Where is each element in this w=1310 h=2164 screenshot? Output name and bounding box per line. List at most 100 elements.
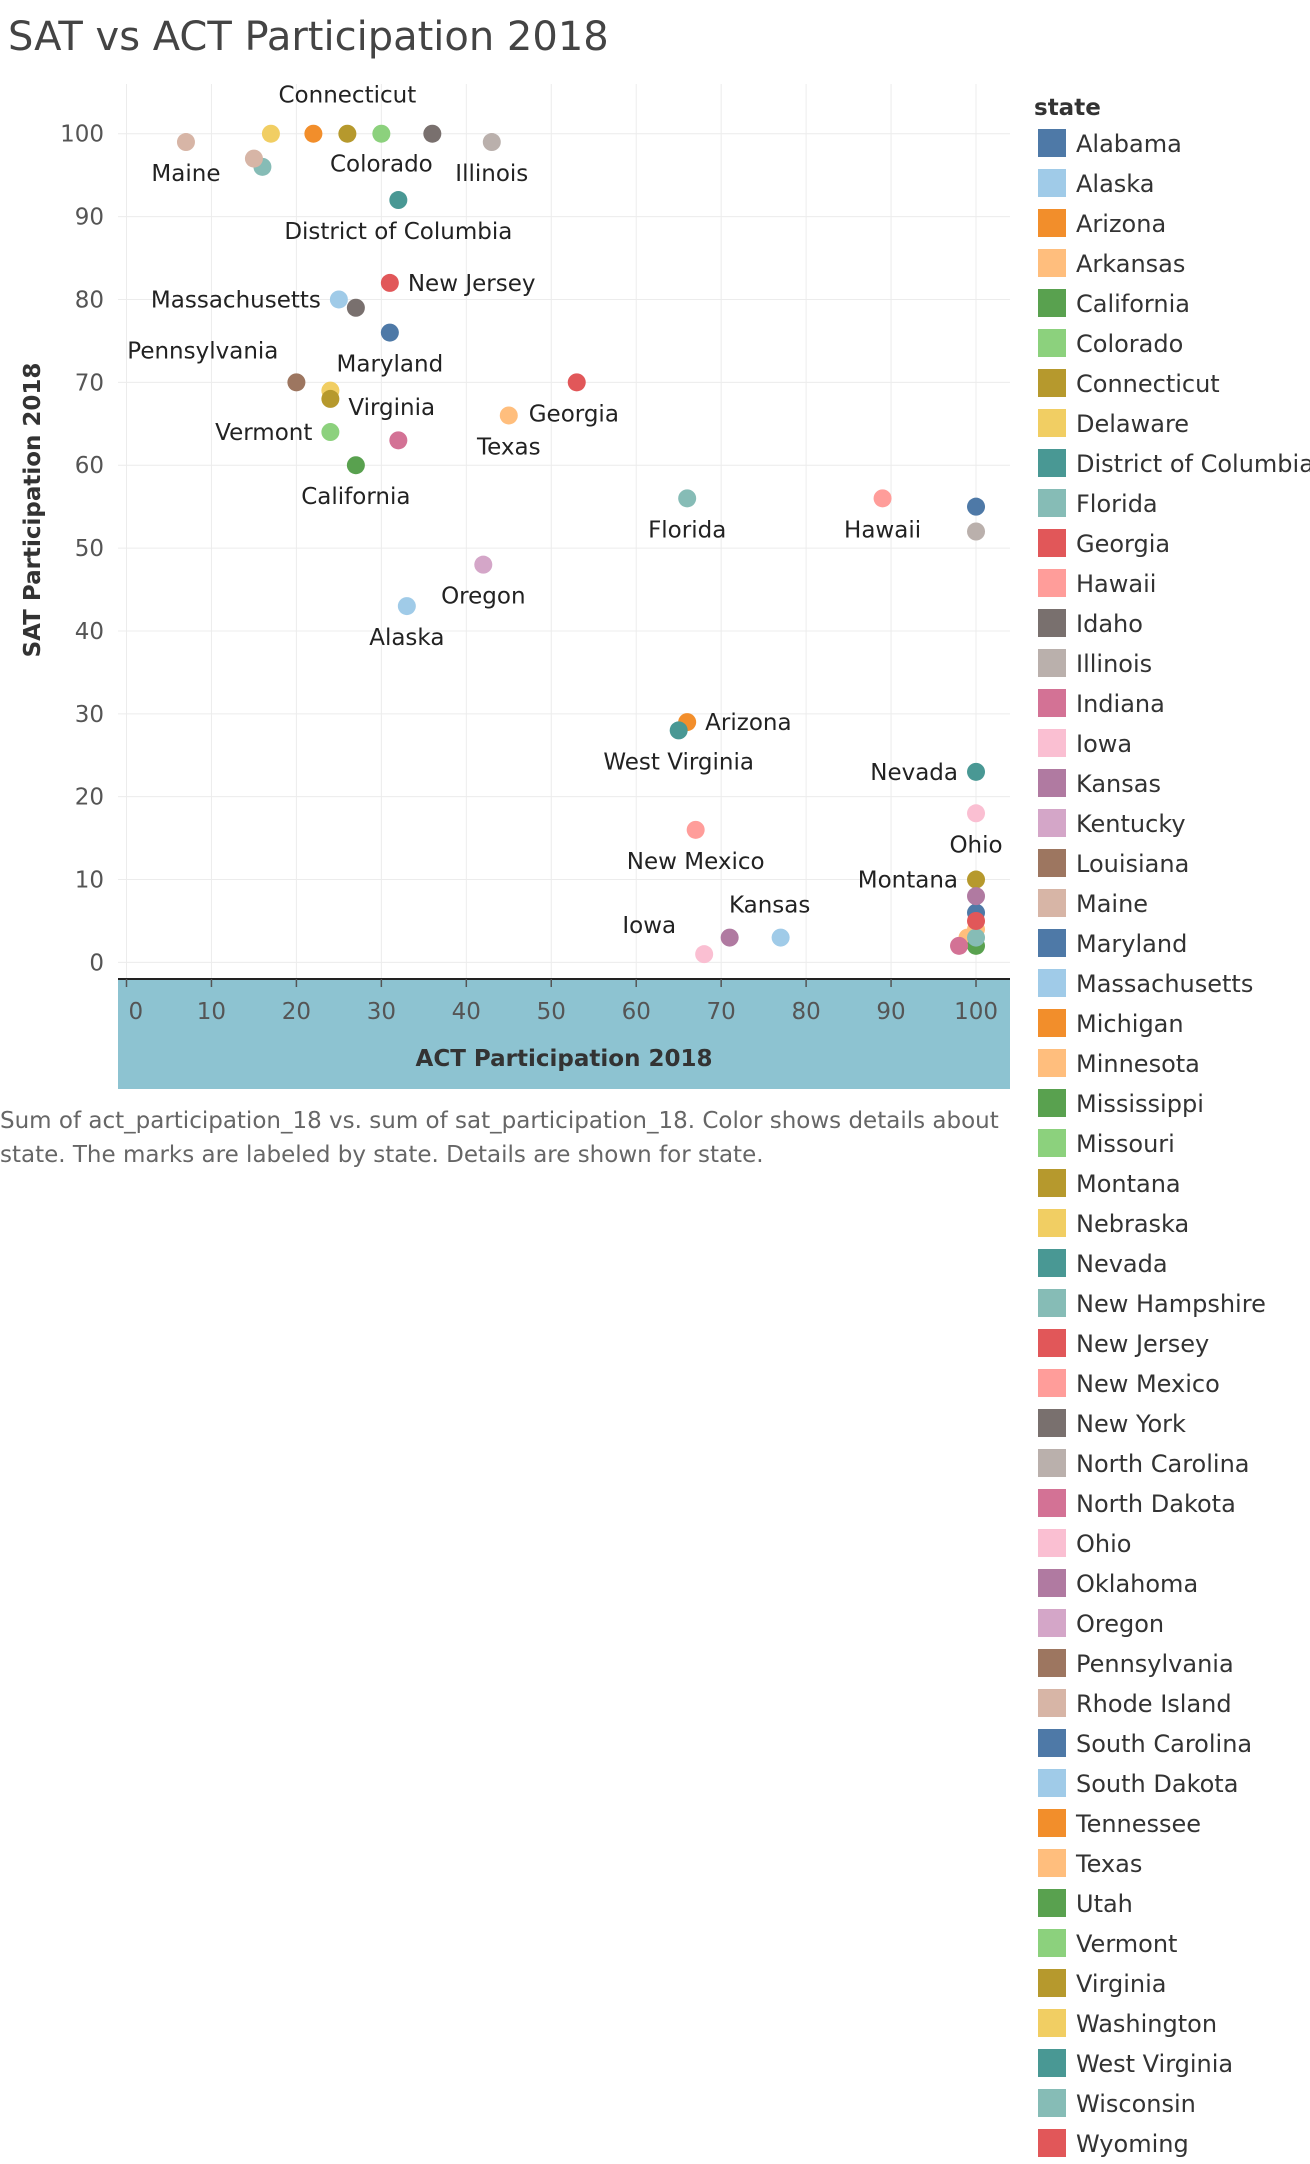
legend-item-new-jersey[interactable]: New Jersey: [1034, 1324, 1310, 1364]
legend-item-tennessee[interactable]: Tennessee: [1034, 1804, 1310, 1844]
point-ohio[interactable]: [967, 804, 986, 823]
legend-item-district-of-columbia[interactable]: District of Columbia: [1034, 444, 1310, 484]
point-colorado[interactable]: [372, 124, 391, 143]
point-label-oregon: Oregon: [441, 584, 525, 610]
point-district-of-columbia[interactable]: [389, 191, 408, 210]
point-south-carolina[interactable]: [967, 497, 986, 516]
point-pennsylvania[interactable]: [244, 149, 263, 168]
point-new-jersey[interactable]: [380, 273, 399, 292]
legend-item-minnesota[interactable]: Minnesota: [1034, 1044, 1310, 1084]
legend-swatch: [1038, 1409, 1066, 1437]
point-florida[interactable]: [678, 489, 697, 508]
legend-item-connecticut[interactable]: Connecticut: [1034, 364, 1310, 404]
legend-item-maryland[interactable]: Maryland: [1034, 924, 1310, 964]
legend-item-washington[interactable]: Washington: [1034, 2004, 1310, 2044]
point-kentucky[interactable]: [474, 555, 493, 574]
point-idaho[interactable]: [423, 124, 442, 143]
legend-item-iowa[interactable]: Iowa: [1034, 724, 1310, 764]
point-missouri[interactable]: [321, 423, 340, 442]
point-minnesota[interactable]: [499, 406, 518, 425]
legend-label: Kansas: [1076, 770, 1161, 798]
legend-item-south-dakota[interactable]: South Dakota: [1034, 1764, 1310, 1804]
legend-item-new-york[interactable]: New York: [1034, 1404, 1310, 1444]
point-indiana[interactable]: [389, 431, 408, 450]
legend-item-florida[interactable]: Florida: [1034, 484, 1310, 524]
legend-item-montana[interactable]: Montana: [1034, 1164, 1310, 1204]
legend-item-kansas[interactable]: Kansas: [1034, 764, 1310, 804]
point-alaska[interactable]: [397, 597, 416, 616]
legend-item-pennsylvania[interactable]: Pennsylvania: [1034, 1644, 1310, 1684]
point-illinois[interactable]: [482, 133, 501, 152]
legend-item-wyoming[interactable]: Wyoming: [1034, 2124, 1310, 2164]
legend-item-north-carolina[interactable]: North Carolina: [1034, 1444, 1310, 1484]
point-label-nevada: Nevada: [870, 760, 958, 786]
legend-item-massachusetts[interactable]: Massachusetts: [1034, 964, 1310, 1004]
point-wisconsin[interactable]: [967, 928, 986, 947]
point-north-dakota[interactable]: [950, 936, 969, 955]
legend-item-kentucky[interactable]: Kentucky: [1034, 804, 1310, 844]
point-connecticut[interactable]: [338, 124, 357, 143]
point-maine[interactable]: [176, 133, 195, 152]
legend-item-nebraska[interactable]: Nebraska: [1034, 1204, 1310, 1244]
point-montana[interactable]: [967, 870, 986, 889]
point-iowa[interactable]: [695, 945, 714, 964]
legend-item-colorado[interactable]: Colorado: [1034, 324, 1310, 364]
point-kansas[interactable]: [720, 928, 739, 947]
legend-item-mississippi[interactable]: Mississippi: [1034, 1084, 1310, 1124]
point-label-pennsylvania: Pennsylvania: [127, 338, 278, 364]
legend-item-nevada[interactable]: Nevada: [1034, 1244, 1310, 1284]
y-tick-label: 70: [75, 370, 104, 396]
legend-title: state: [1034, 95, 1101, 121]
legend-item-wisconsin[interactable]: Wisconsin: [1034, 2084, 1310, 2124]
point-wyoming[interactable]: [967, 911, 986, 930]
point-georgia[interactable]: [567, 373, 586, 392]
point-delaware[interactable]: [261, 124, 280, 143]
legend-item-rhode-island[interactable]: Rhode Island: [1034, 1684, 1310, 1724]
legend-item-michigan[interactable]: Michigan: [1034, 1004, 1310, 1044]
legend-item-vermont[interactable]: Vermont: [1034, 1924, 1310, 1964]
point-oklahoma[interactable]: [967, 887, 986, 906]
legend-item-ohio[interactable]: Ohio: [1034, 1524, 1310, 1564]
point-massachusetts[interactable]: [329, 290, 348, 309]
legend-item-oklahoma[interactable]: Oklahoma: [1034, 1564, 1310, 1604]
legend-item-arizona[interactable]: Arizona: [1034, 204, 1310, 244]
legend-item-maine[interactable]: Maine: [1034, 884, 1310, 924]
point-maryland[interactable]: [380, 323, 399, 342]
legend-item-georgia[interactable]: Georgia: [1034, 524, 1310, 564]
legend-item-alabama[interactable]: Alabama: [1034, 124, 1310, 164]
point-new-mexico[interactable]: [686, 820, 705, 839]
legend-item-utah[interactable]: Utah: [1034, 1884, 1310, 1924]
point-north-carolina[interactable]: [967, 522, 986, 541]
point-west-virginia[interactable]: [669, 721, 688, 740]
legend-item-missouri[interactable]: Missouri: [1034, 1124, 1310, 1164]
legend-item-hawaii[interactable]: Hawaii: [1034, 564, 1310, 604]
legend-item-delaware[interactable]: Delaware: [1034, 404, 1310, 444]
legend-item-arkansas[interactable]: Arkansas: [1034, 244, 1310, 284]
point-new-york[interactable]: [346, 298, 365, 317]
y-tick-label: 100: [60, 122, 104, 148]
legend-item-new-mexico[interactable]: New Mexico: [1034, 1364, 1310, 1404]
legend-item-south-carolina[interactable]: South Carolina: [1034, 1724, 1310, 1764]
legend-item-new-hampshire[interactable]: New Hampshire: [1034, 1284, 1310, 1324]
legend-label: Delaware: [1076, 410, 1190, 438]
legend-item-california[interactable]: California: [1034, 284, 1310, 324]
legend-item-texas[interactable]: Texas: [1034, 1844, 1310, 1884]
point-virginia[interactable]: [321, 389, 340, 408]
legend-label: Oklahoma: [1076, 1570, 1199, 1598]
legend-item-oregon[interactable]: Oregon: [1034, 1604, 1310, 1644]
legend-item-indiana[interactable]: Indiana: [1034, 684, 1310, 724]
legend-item-virginia[interactable]: Virginia: [1034, 1964, 1310, 2004]
legend-item-idaho[interactable]: Idaho: [1034, 604, 1310, 644]
point-south-dakota[interactable]: [771, 928, 790, 947]
point-nevada[interactable]: [967, 762, 986, 781]
legend-item-illinois[interactable]: Illinois: [1034, 644, 1310, 684]
point-michigan[interactable]: [304, 124, 323, 143]
point-hawaii[interactable]: [873, 489, 892, 508]
legend-label: Georgia: [1076, 530, 1171, 558]
point-louisiana[interactable]: [287, 373, 306, 392]
point-california[interactable]: [346, 456, 365, 475]
legend-item-louisiana[interactable]: Louisiana: [1034, 844, 1310, 884]
legend-item-alaska[interactable]: Alaska: [1034, 164, 1310, 204]
legend-item-north-dakota[interactable]: North Dakota: [1034, 1484, 1310, 1524]
legend-item-west-virginia[interactable]: West Virginia: [1034, 2044, 1310, 2084]
